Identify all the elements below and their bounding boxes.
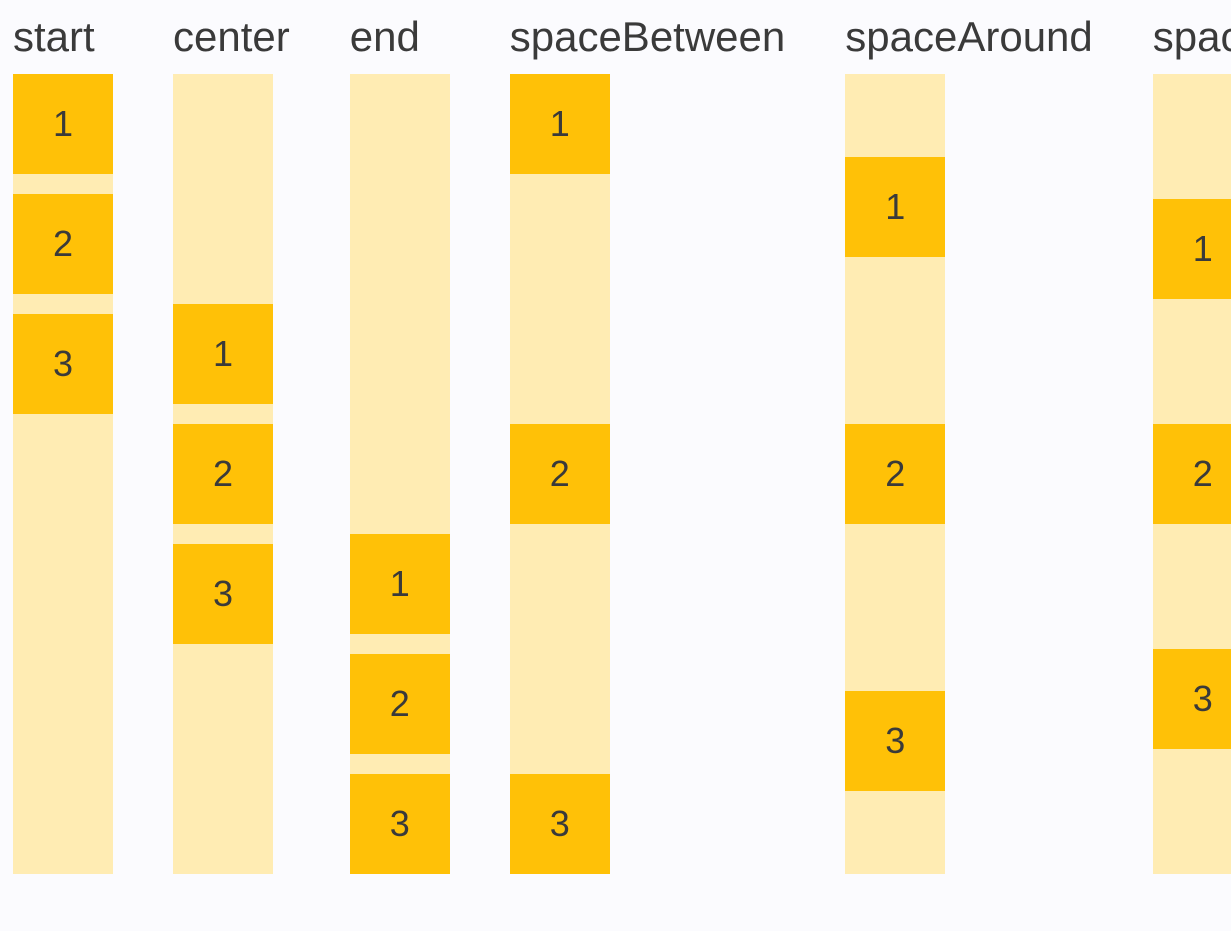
flex-box: 2 (13, 194, 113, 294)
section-end: end 1 2 3 (349, 0, 450, 874)
alignment-label-space-around: spaceAround (845, 13, 1093, 60)
section-space-between: spaceBetween 1 2 3 (509, 0, 786, 874)
flex-box: 3 (509, 774, 610, 874)
flex-box: 2 (845, 423, 946, 524)
flex-track-space-between: 1 2 3 (509, 74, 610, 874)
flex-box: 3 (13, 314, 113, 414)
section-space-around: spaceAround 1 2 3 (845, 0, 1093, 874)
flex-box: 1 (1152, 199, 1231, 299)
flex-box: 2 (1152, 424, 1231, 524)
alignment-label-end: end (349, 13, 420, 60)
alignment-label-start: start (13, 13, 95, 60)
flex-track-space-evenly: 1 2 3 (1152, 74, 1231, 874)
flex-track-space-around: 1 2 3 (845, 74, 946, 874)
flex-box: 1 (349, 534, 450, 634)
flex-box: 3 (845, 690, 946, 791)
section-center: center 1 2 3 (173, 0, 290, 874)
flex-box: 2 (173, 424, 273, 524)
flex-box: 1 (509, 74, 610, 174)
flex-box: 3 (173, 544, 273, 644)
flex-box: 1 (173, 304, 273, 404)
flex-box: 1 (13, 74, 113, 174)
section-start: start 1 2 3 (13, 0, 113, 874)
flex-track-center: 1 2 3 (173, 74, 273, 874)
flex-box: 3 (1152, 649, 1231, 749)
flex-box: 3 (349, 774, 450, 874)
columns-row: start 1 2 3 center 1 2 3 end 1 (13, 0, 1231, 874)
flex-box: 2 (349, 654, 450, 754)
flex-box: 2 (509, 424, 610, 524)
flex-track-end: 1 2 3 (349, 74, 450, 874)
flex-box: 1 (845, 157, 946, 258)
alignment-label-center: center (173, 13, 290, 60)
flex-track-start: 1 2 3 (13, 74, 113, 874)
alignment-label-space-evenly: spaceEvenly (1152, 13, 1231, 60)
section-space-evenly: spaceEvenly 1 2 3 (1152, 0, 1231, 874)
alignment-label-space-between: spaceBetween (509, 13, 786, 60)
